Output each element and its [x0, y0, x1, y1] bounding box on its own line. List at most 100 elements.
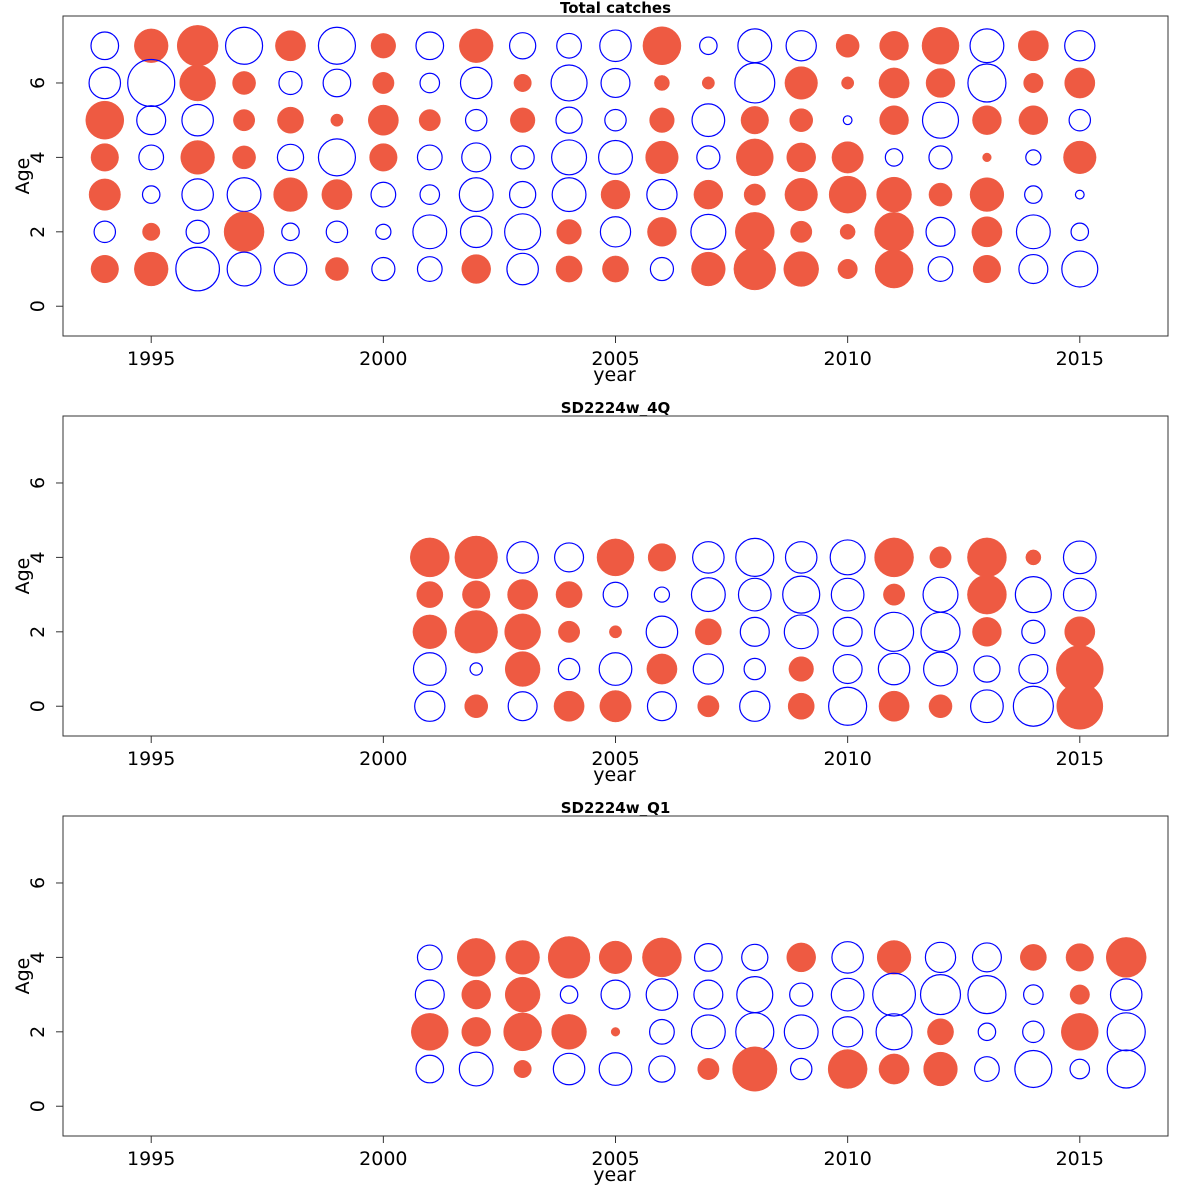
bubble-negative [600, 67, 631, 99]
bubble-positive [454, 610, 498, 654]
bubble-negative [273, 252, 308, 286]
bubble-negative [459, 66, 493, 100]
bubble-positive [736, 138, 774, 177]
bubble-positive [325, 257, 349, 281]
y-tick-label: 6 [27, 877, 49, 889]
bubble-negative [736, 976, 774, 1014]
bubble-positive [786, 942, 816, 973]
bubble-positive [504, 976, 541, 1013]
bubble-negative [557, 657, 581, 681]
bubble-positive [697, 1058, 720, 1080]
bubble-positive [275, 30, 306, 62]
bubble-negative [646, 178, 678, 211]
y-tick-label: 4 [27, 551, 49, 563]
bubble-negative [784, 541, 818, 574]
bubble-negative [552, 1052, 586, 1086]
y-tick-label: 2 [27, 626, 49, 638]
bubble-positive [610, 1027, 621, 1037]
bubble-negative [782, 575, 821, 614]
bubble-positive [372, 72, 395, 94]
bubble-negative [970, 689, 1004, 724]
bubble-positive [1025, 549, 1042, 566]
bubble-positive [416, 581, 444, 608]
bubble-negative [735, 1012, 775, 1052]
x-tick-label: 1995 [127, 1148, 175, 1170]
bubble-negative [185, 219, 210, 244]
bubble-negative [922, 576, 959, 613]
x-axis-label: year [593, 764, 636, 786]
bubble-positive [412, 614, 447, 649]
bubble-negative [1062, 540, 1097, 575]
bubble-positive [233, 109, 256, 132]
bubble-negative [831, 941, 864, 974]
bubble-positive [647, 543, 676, 572]
bubble-negative [734, 62, 776, 104]
bubble-negative [783, 1014, 819, 1050]
bubble-negative [828, 686, 868, 726]
bubble-negative [699, 36, 718, 56]
bubble-positive [232, 71, 256, 95]
bubble-positive [928, 694, 953, 719]
bubble-negative [508, 32, 537, 60]
bubble-negative [1064, 30, 1096, 62]
bubble-negative [175, 246, 221, 292]
bubble-positive [969, 177, 1005, 212]
bubble-positive [464, 694, 489, 719]
bubble-positive [507, 579, 538, 610]
bubble-negative [877, 652, 911, 686]
bubble-negative [789, 982, 814, 1007]
bubble-negative [281, 222, 300, 242]
bubble-positive [596, 538, 635, 577]
bubble-negative [1018, 253, 1049, 285]
bubble-negative [93, 220, 117, 244]
bubble-positive [556, 219, 582, 245]
bubble-negative [416, 144, 443, 171]
x-tick-label: 2005 [591, 348, 639, 370]
bubble-positive [504, 651, 541, 687]
bubble-negative [555, 106, 583, 134]
bubble-negative [416, 256, 443, 282]
bubble-positive [1063, 140, 1097, 174]
bubble-positive [786, 142, 816, 173]
bubble-positive [179, 64, 216, 102]
bubble-negative [977, 1022, 997, 1042]
bubble-positive [645, 140, 679, 174]
bubble-positive [972, 617, 1002, 647]
bubble-positive [735, 212, 775, 252]
bubble-negative [1012, 685, 1054, 727]
panel-title: Total catches [560, 0, 671, 17]
bubble-negative [1070, 222, 1090, 242]
bubble-positive [273, 177, 308, 212]
bubble-positive [368, 104, 399, 136]
bubble-negative [973, 655, 1001, 683]
bubble-negative [645, 978, 679, 1011]
bubble-positive [598, 940, 633, 974]
bubble-positive [841, 76, 855, 90]
bubble-positive [743, 183, 766, 206]
bubble-negative [508, 180, 537, 209]
bubble-negative [967, 974, 1007, 1015]
bubble-negative [921, 101, 960, 139]
bubble-positive [410, 537, 450, 578]
bubble-positive [599, 690, 632, 723]
bubble-negative [600, 979, 631, 1010]
bubble-positive [1020, 944, 1047, 971]
bubble-positive [693, 179, 724, 210]
bubble-negative [1022, 1020, 1045, 1044]
bubble-negative [141, 185, 161, 204]
bubble-positive [732, 1046, 778, 1092]
bubble-negative [884, 148, 904, 167]
bubble-positive [879, 105, 909, 135]
bubble-negative [783, 614, 819, 650]
bubble-positive [647, 217, 677, 247]
bubble-negative [226, 251, 262, 287]
bubble-positive [1064, 616, 1096, 648]
bubble-negative [419, 184, 441, 205]
bubble-positive [642, 937, 682, 978]
bubble-negative [224, 26, 264, 65]
y-axis-label: Age [12, 958, 34, 995]
bubble-positive [223, 211, 265, 253]
bubble-positive [1105, 937, 1147, 978]
bubble-positive [505, 940, 540, 975]
bubble-positive [504, 613, 541, 651]
